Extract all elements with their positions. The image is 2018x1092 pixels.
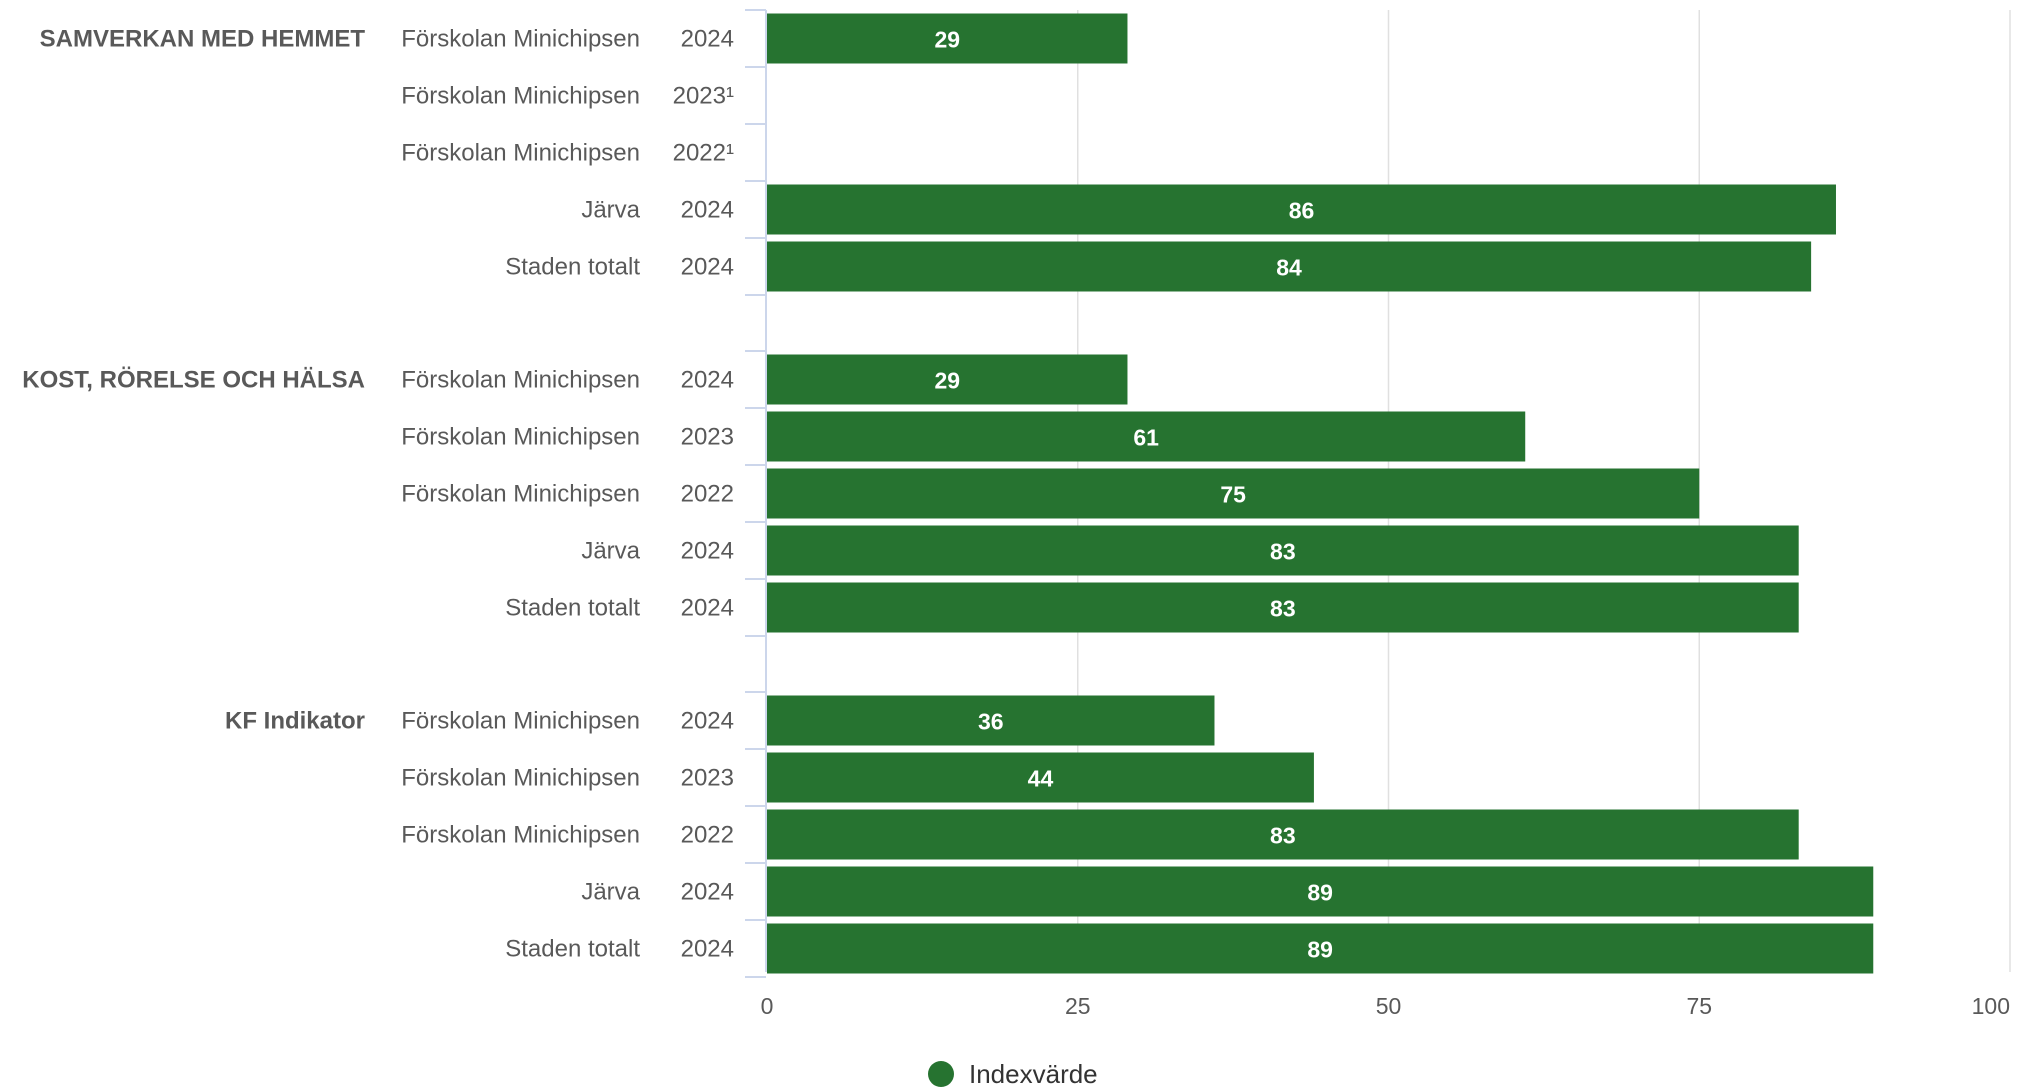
data-label: 83 (1270, 596, 1296, 622)
year-label: 2024 (681, 197, 734, 224)
data-label: 89 (1307, 880, 1333, 906)
legend: Indexvärde (928, 1059, 1098, 1089)
unit-label: Staden totalt (505, 936, 640, 963)
data-label: 83 (1270, 539, 1296, 565)
data-label: 61 (1133, 425, 1159, 451)
unit-label: Staden totalt (505, 595, 640, 622)
x-tick-label: 100 (1972, 993, 2010, 1019)
unit-label: Förskolan Minichipsen (401, 367, 640, 394)
unit-label: Förskolan Minichipsen (401, 708, 640, 735)
bar (767, 411, 1526, 462)
year-label: 2023¹ (673, 83, 734, 110)
year-label: 2024 (681, 595, 734, 622)
year-label: 2024 (681, 26, 734, 53)
data-label: 83 (1270, 823, 1296, 849)
unit-label: Järva (581, 197, 640, 224)
data-label: 84 (1276, 255, 1302, 281)
unit-label: Förskolan Minichipsen (401, 481, 640, 508)
year-label: 2024 (681, 708, 734, 735)
unit-label: Förskolan Minichipsen (401, 140, 640, 167)
unit-label: Järva (581, 879, 640, 906)
bar (767, 354, 1128, 405)
data-label: 36 (978, 709, 1004, 735)
group-label: KF Indikator (225, 708, 365, 735)
bar (767, 923, 1874, 974)
bar (767, 866, 1874, 917)
legend-label: Indexvärde (969, 1059, 1098, 1087)
year-label: 2024 (681, 879, 734, 906)
unit-label: Förskolan Minichipsen (401, 765, 640, 792)
unit-label: Förskolan Minichipsen (401, 26, 640, 53)
unit-label: Järva (581, 538, 640, 565)
legend-marker (928, 1061, 954, 1087)
unit-label: Staden totalt (505, 254, 640, 281)
data-label: 75 (1220, 482, 1246, 508)
group-label: SAMVERKAN MED HEMMET (40, 26, 366, 53)
year-label: 2024 (681, 538, 734, 565)
year-label: 2024 (681, 254, 734, 281)
data-label: 44 (1028, 766, 1054, 792)
year-label: 2022¹ (673, 140, 734, 167)
unit-label: Förskolan Minichipsen (401, 822, 640, 849)
bar (767, 695, 1215, 746)
year-label: 2024 (681, 936, 734, 963)
year-label: 2023 (681, 765, 734, 792)
x-tick-label: 75 (1686, 993, 1712, 1019)
bar (767, 809, 1799, 860)
bar (767, 13, 1128, 64)
group-label: KOST, RÖRELSE OCH HÄLSA (22, 367, 365, 394)
x-tick-label: 25 (1065, 993, 1091, 1019)
year-label: 2023 (681, 424, 734, 451)
unit-label: Förskolan Minichipsen (401, 83, 640, 110)
bar (767, 241, 1812, 292)
bar (767, 525, 1799, 576)
data-label: 89 (1307, 937, 1333, 963)
bar (767, 582, 1799, 633)
data-label: 29 (934, 368, 960, 394)
bar (767, 184, 1836, 235)
unit-label: Förskolan Minichipsen (401, 424, 640, 451)
year-label: 2022 (681, 822, 734, 849)
data-label: 29 (934, 27, 960, 53)
x-tick-label: 0 (761, 993, 774, 1019)
x-tick-label: 50 (1376, 993, 1402, 1019)
year-label: 2022 (681, 481, 734, 508)
bar (767, 752, 1314, 803)
year-label: 2024 (681, 367, 734, 394)
bar (767, 468, 1700, 519)
data-label: 86 (1289, 198, 1315, 224)
